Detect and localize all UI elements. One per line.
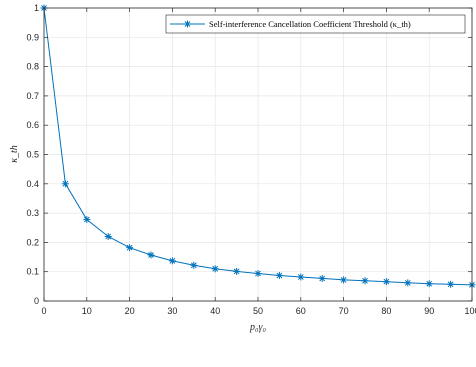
- y-tick-label: 0.8: [26, 62, 39, 72]
- data-point-marker: [190, 261, 198, 269]
- x-tick-label: 70: [339, 306, 349, 316]
- x-tick-label: 60: [296, 306, 306, 316]
- y-tick-label: 0.2: [26, 237, 39, 247]
- y-tick-label: 0: [34, 296, 39, 306]
- y-tick-label: 0.9: [26, 32, 39, 42]
- data-point-marker: [147, 251, 155, 259]
- legend: Self-interference Cancellation Coefficie…: [165, 14, 466, 34]
- data-point-marker: [340, 276, 348, 284]
- x-tick-label: 20: [125, 306, 135, 316]
- x-tick-label: 80: [381, 306, 391, 316]
- y-tick-label: 0.1: [26, 267, 39, 277]
- y-tick-label: 0.5: [26, 150, 39, 160]
- legend-box: [165, 14, 466, 34]
- x-tick-label: 90: [424, 306, 434, 316]
- data-point-marker: [168, 257, 176, 265]
- data-point-marker: [126, 244, 134, 252]
- data-point-marker: [275, 272, 283, 280]
- data-point-marker: [297, 273, 305, 281]
- y-axis-label: κ_th: [9, 145, 20, 163]
- legend-swatch-marker: [184, 20, 191, 28]
- x-tick-label: 30: [167, 306, 177, 316]
- data-point-marker: [254, 269, 262, 277]
- x-axis-label: p₀γ₀: [249, 322, 266, 333]
- y-tick-label: 1: [34, 3, 39, 13]
- data-point-marker: [318, 274, 326, 282]
- y-tick-label: 0.6: [26, 120, 39, 130]
- legend-label: Self-interference Cancellation Coefficie…: [209, 19, 411, 29]
- data-point-marker: [404, 279, 412, 287]
- data-point-marker: [361, 277, 369, 285]
- y-tick-label: 0.4: [26, 179, 39, 189]
- x-tick-label: 0: [41, 306, 46, 316]
- data-point-marker: [211, 265, 219, 273]
- data-point-marker: [233, 267, 241, 275]
- data-point-marker: [425, 280, 433, 288]
- x-tick-label: 40: [210, 306, 220, 316]
- x-tick-label: 100: [464, 306, 476, 316]
- x-tick-label: 50: [253, 306, 263, 316]
- y-tick-label: 0.3: [26, 208, 39, 218]
- data-point-marker: [447, 280, 455, 288]
- data-point-marker: [61, 180, 69, 188]
- series-layer: [40, 4, 476, 289]
- y-tick-label: 0.7: [26, 91, 39, 101]
- x-tick-label: 10: [82, 306, 92, 316]
- data-point-marker: [382, 278, 390, 286]
- legend-marker-asterisk: [184, 20, 191, 28]
- data-point-marker: [104, 233, 112, 241]
- data-point-marker: [83, 216, 91, 224]
- axis-ticks: 0 10 20 30 40 50 60 70 80 90 100 0 0.1 0.2 0.3 0.4 0.5 0.…: [26, 3, 476, 316]
